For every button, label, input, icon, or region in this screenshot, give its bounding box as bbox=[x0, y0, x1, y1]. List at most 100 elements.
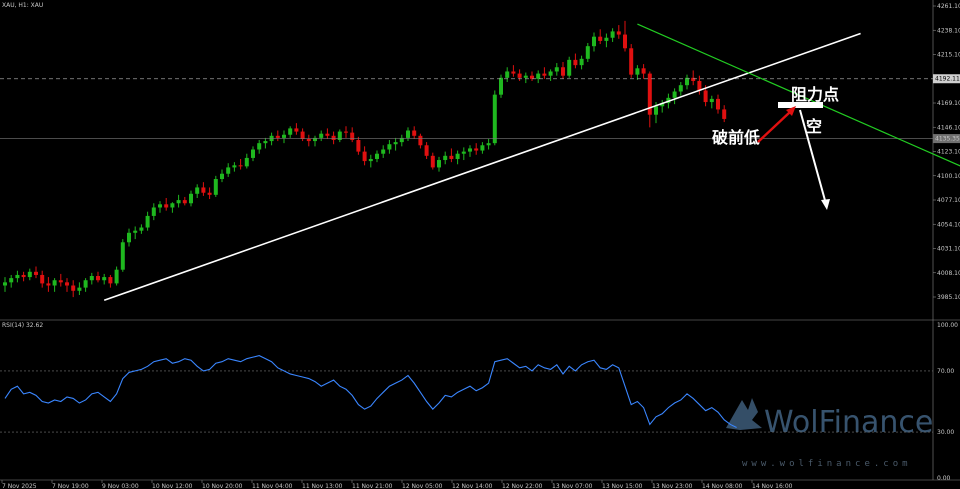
candle-body bbox=[443, 155, 448, 161]
candle-body bbox=[89, 276, 94, 281]
annotation-group: 阻力点 空 破前低 bbox=[712, 85, 839, 210]
break-low-label: 破前低 bbox=[712, 128, 760, 147]
candle-body bbox=[238, 165, 243, 167]
candle-body bbox=[474, 148, 479, 151]
candle-body bbox=[27, 271, 32, 278]
candle-body bbox=[641, 68, 646, 74]
price-tick-label: 4008.10 bbox=[937, 270, 960, 277]
candle-body bbox=[96, 276, 100, 281]
candle-body bbox=[604, 37, 609, 41]
candle-body bbox=[703, 90, 708, 103]
candle-body bbox=[127, 232, 131, 243]
rsi-axis-ticks: 100.00 70.00 30.00 0.00 bbox=[937, 322, 958, 482]
rsi-tick-label: 100.00 bbox=[937, 322, 958, 329]
candle-body bbox=[263, 141, 268, 144]
time-tick-label: 7 Nov 19:00 bbox=[52, 483, 89, 489]
candle-body bbox=[585, 46, 590, 59]
candle-body bbox=[362, 151, 367, 162]
candle-body bbox=[3, 282, 7, 286]
candle-body bbox=[344, 131, 348, 133]
candle-body bbox=[108, 277, 113, 284]
resistance-bar bbox=[778, 102, 823, 108]
candle-body bbox=[418, 135, 423, 146]
price-tick-label: 4031.10 bbox=[937, 246, 960, 253]
candle-body bbox=[83, 280, 88, 288]
candle-body bbox=[616, 31, 621, 35]
time-tick-label: 10 Nov 20:00 bbox=[202, 483, 243, 489]
candle-body bbox=[201, 187, 206, 193]
candle-body bbox=[567, 59, 572, 76]
candle-body bbox=[114, 269, 119, 284]
candle-body bbox=[523, 75, 528, 78]
rsi-header: RSI(14) 32.62 bbox=[2, 322, 43, 329]
time-tick-label: 12 Nov 14:00 bbox=[452, 483, 493, 489]
price-tick-label: 4077.10 bbox=[937, 197, 960, 204]
candle-body bbox=[381, 149, 386, 154]
candle-body bbox=[511, 71, 516, 74]
candle-body bbox=[437, 160, 441, 168]
price-tick-label: 4169.10 bbox=[937, 100, 960, 107]
current-price-label: 4192.11 bbox=[933, 74, 960, 84]
candle-body bbox=[573, 59, 578, 66]
candle-body bbox=[350, 132, 355, 141]
candle-body bbox=[412, 130, 417, 136]
time-tick-label: 14 Nov 08:00 bbox=[702, 483, 743, 489]
candle-body bbox=[244, 157, 249, 167]
svg-text:4192.11: 4192.11 bbox=[935, 76, 960, 83]
candle-body bbox=[548, 71, 553, 76]
candle-body bbox=[399, 137, 404, 143]
candle-body bbox=[610, 31, 615, 38]
candle-body bbox=[176, 200, 181, 204]
candle-body bbox=[554, 67, 559, 72]
candle-body bbox=[325, 133, 330, 136]
candle-body bbox=[226, 167, 231, 174]
candle-body bbox=[145, 215, 150, 228]
candle-body bbox=[52, 280, 57, 286]
candle-body bbox=[635, 68, 640, 75]
candle-body bbox=[449, 155, 454, 159]
price-tick-label: 4215.10 bbox=[937, 52, 960, 59]
time-tick-label: 7 Nov 2025 bbox=[2, 483, 37, 489]
candle-body bbox=[424, 145, 429, 156]
time-tick-label: 10 Nov 12:00 bbox=[152, 483, 193, 489]
candle-body bbox=[530, 75, 534, 79]
time-tick-label: 12 Nov 22:00 bbox=[502, 483, 543, 489]
candle-body bbox=[65, 282, 69, 286]
price-tick-label: 4054.10 bbox=[937, 221, 960, 228]
candle-body bbox=[368, 158, 373, 162]
watermark-url: www.wolfinance.com bbox=[742, 459, 912, 469]
candle-body bbox=[275, 135, 280, 138]
candle-body bbox=[536, 73, 541, 79]
candle-body bbox=[685, 77, 689, 86]
price-tick-label: 4146.10 bbox=[937, 124, 960, 131]
time-tick-label: 13 Nov 15:00 bbox=[602, 483, 643, 489]
candle-body bbox=[189, 193, 193, 204]
white-arrow-head-icon bbox=[821, 199, 830, 210]
candle-body bbox=[9, 278, 14, 283]
rsi-tick-label: 70.00 bbox=[937, 368, 954, 375]
candle-body bbox=[220, 173, 224, 180]
candle-body bbox=[647, 73, 652, 115]
candle-body bbox=[678, 85, 683, 92]
price-tick-label: 4123.10 bbox=[937, 149, 960, 156]
candle-body bbox=[331, 135, 336, 141]
candle-body bbox=[461, 151, 466, 154]
candle-body bbox=[164, 204, 169, 208]
candle-body bbox=[393, 142, 398, 145]
price-tick-label: 4261.10 bbox=[937, 3, 960, 10]
time-tick-label: 13 Nov 23:00 bbox=[652, 483, 693, 489]
candle-body bbox=[182, 200, 187, 204]
time-tick-label: 14 Nov 16:00 bbox=[752, 483, 793, 489]
candle-body bbox=[294, 128, 299, 132]
candlestick-series bbox=[3, 20, 727, 298]
candle-body bbox=[598, 36, 603, 41]
candle-body bbox=[709, 98, 714, 103]
candle-body bbox=[337, 131, 342, 141]
candle-body bbox=[71, 285, 76, 291]
short-label: 空 bbox=[806, 117, 822, 136]
candle-body bbox=[133, 230, 138, 233]
candle-body bbox=[58, 280, 63, 283]
candle-body bbox=[660, 103, 665, 107]
candle-body bbox=[232, 165, 237, 168]
